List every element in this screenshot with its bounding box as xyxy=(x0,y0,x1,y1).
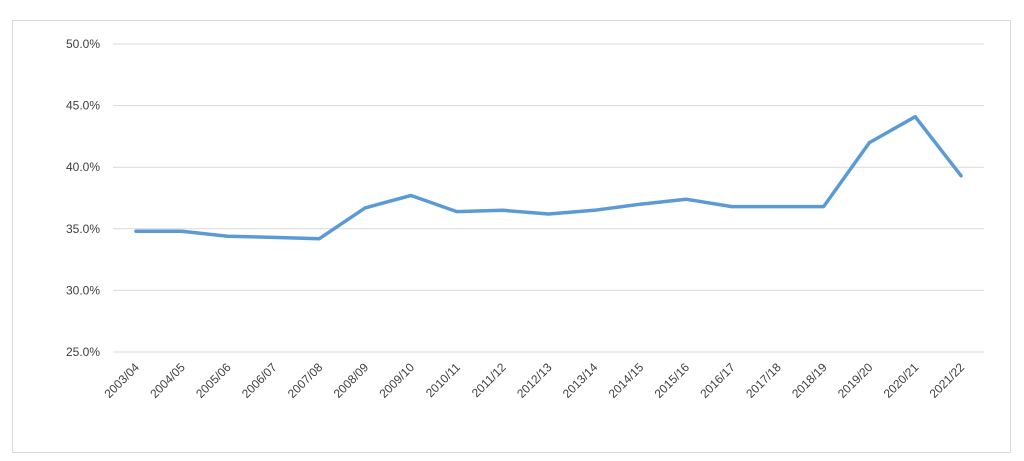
x-axis-tick-labels: 2003/04 2004/05 2005/06 2006/07 2007/08 2008/… xyxy=(101,360,967,401)
x-tick-label: 2021/22 xyxy=(927,360,968,401)
y-tick-label: 25.0% xyxy=(66,345,100,359)
data-point xyxy=(547,212,550,216)
y-tick-label: 45.0% xyxy=(66,99,100,113)
data-point xyxy=(501,208,505,212)
data-point xyxy=(455,210,459,214)
x-tick-label: 2014/15 xyxy=(606,360,647,401)
y-tick-label: 35.0% xyxy=(66,222,100,236)
y-tick-label: 50.0% xyxy=(66,37,100,51)
data-point xyxy=(730,205,734,209)
data-point xyxy=(592,208,596,212)
x-tick-label: 2011/12 xyxy=(469,360,509,400)
data-point xyxy=(822,205,826,209)
x-tick-label: 2010/11 xyxy=(423,360,463,400)
x-tick-label: 2018/19 xyxy=(789,360,830,401)
data-point xyxy=(134,229,138,233)
chart-frame xyxy=(12,20,1011,453)
y-axis-tick-labels: 25.0% 30.0% 35.0% 40.0% 45.0% 50.0% xyxy=(66,37,100,359)
x-tick-label: 2015/16 xyxy=(652,360,693,401)
x-tick-label: 2017/18 xyxy=(743,360,784,401)
x-tick-label: 2006/07 xyxy=(239,360,280,401)
data-point xyxy=(913,115,917,119)
data-point xyxy=(638,202,642,206)
gridlines xyxy=(113,43,984,353)
x-tick-label: 2003/04 xyxy=(101,360,142,401)
data-point xyxy=(409,194,413,198)
x-tick-label: 2007/08 xyxy=(285,360,326,401)
data-point xyxy=(317,237,321,241)
x-tick-label: 2013/14 xyxy=(560,360,601,401)
y-tick-label: 30.0% xyxy=(66,283,100,297)
data-point xyxy=(180,229,184,233)
data-point xyxy=(867,141,871,145)
x-tick-label: 2016/17 xyxy=(697,360,738,401)
data-point xyxy=(226,234,230,238)
x-tick-label: 2012/13 xyxy=(514,360,555,401)
x-tick-label: 2004/05 xyxy=(147,360,188,401)
data-point xyxy=(271,235,275,239)
x-tick-label: 2005/06 xyxy=(193,360,234,401)
data-point xyxy=(776,205,780,209)
x-tick-label: 2019/20 xyxy=(835,360,876,401)
series-line xyxy=(134,114,963,241)
data-point xyxy=(684,197,688,201)
data-point xyxy=(959,174,963,178)
series-layer xyxy=(134,114,963,241)
data-point xyxy=(363,206,367,210)
x-tick-label: 2009/10 xyxy=(377,360,418,401)
x-tick-label: 2020/21 xyxy=(881,360,922,401)
x-tick-label: 2008/09 xyxy=(331,360,372,401)
y-tick-label: 40.0% xyxy=(66,160,100,174)
